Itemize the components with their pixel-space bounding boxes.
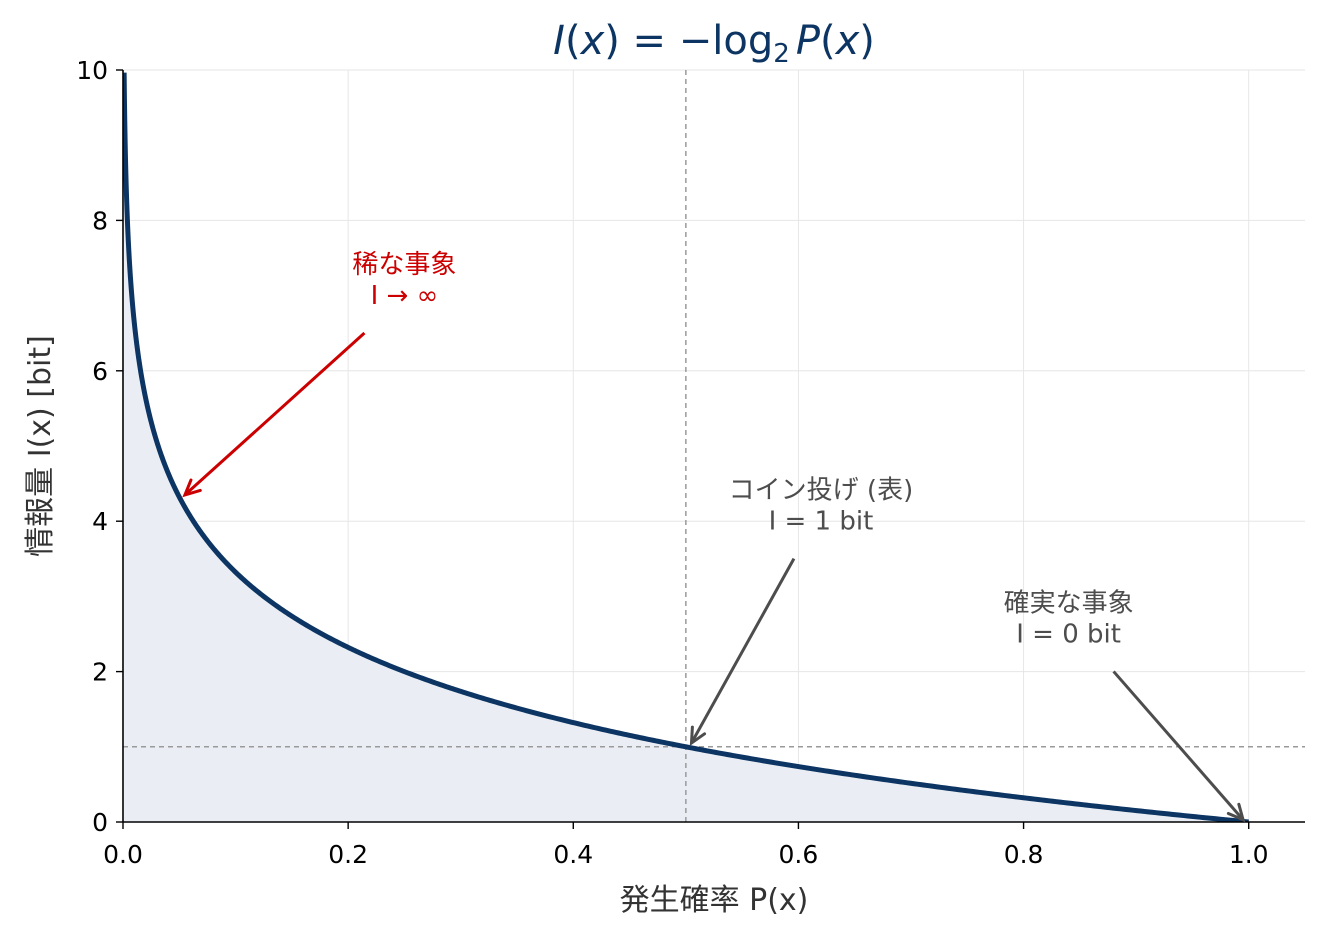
- annotation-0-line-1: I → ∞: [371, 281, 439, 311]
- annotation-1-arrowhead: [689, 725, 707, 747]
- x-axis-label: 発生確率 P(x): [620, 883, 809, 918]
- y-axis-ticks: 0 2 4 6 8 10: [76, 56, 123, 837]
- annotation-2-arrow: [1112, 670, 1245, 821]
- axes: [122, 70, 1305, 823]
- x-tick-label-1: 0.2: [328, 840, 368, 869]
- information-curve-line: [123, 70, 1249, 822]
- y-tick-label-2: 4: [92, 507, 108, 536]
- annotation-0-arrowhead: [182, 478, 202, 498]
- annotation-2-line-1: I = 0 bit: [1016, 619, 1121, 649]
- annotation-0-arrow: [183, 331, 366, 496]
- y-tick-label-4: 8: [92, 206, 108, 235]
- x-tick-label-2: 0.4: [553, 840, 593, 869]
- x-axis-ticks: 0.0 0.2 0.4 0.6 0.8 1.0: [103, 822, 1269, 869]
- annotation-1-line-1: I = 1 bit: [769, 507, 874, 537]
- curve-series: [123, 70, 1249, 822]
- x-tick-label-4: 0.8: [1004, 840, 1044, 869]
- x-tick-label-0: 0.0: [103, 840, 143, 869]
- annotation-0-line-0: 稀な事象: [352, 250, 456, 280]
- annotation-1-arrow: [690, 557, 796, 744]
- curve-fill-area: [124, 72, 1249, 822]
- reference-lines: [123, 70, 1305, 822]
- chart-title: I(x) = −log2 P(x): [553, 18, 875, 69]
- y-tick-label-0: 0: [92, 808, 108, 837]
- annotation-2-line-0: 確実な事象: [1004, 588, 1134, 618]
- y-tick-label-1: 2: [92, 658, 108, 687]
- y-tick-label-3: 6: [92, 357, 108, 386]
- y-axis-label: 情報量 I(x) [bit]: [23, 335, 58, 557]
- annotation-2-arrowhead: [1226, 802, 1246, 823]
- annotation-1-line-0: コイン投げ (表): [729, 476, 914, 506]
- curve-fill: [124, 72, 1249, 822]
- x-tick-label-3: 0.6: [779, 840, 819, 869]
- x-tick-label-5: 1.0: [1229, 840, 1269, 869]
- y-tick-label-5: 10: [76, 56, 108, 85]
